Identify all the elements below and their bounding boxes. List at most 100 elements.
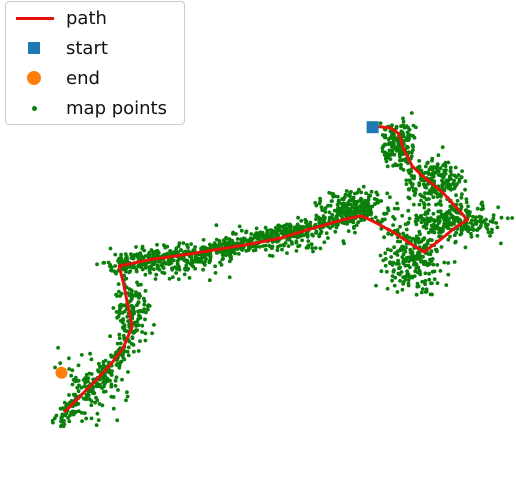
map-point [189,242,194,247]
map-point [195,256,200,261]
map-point [130,336,135,341]
map-point [108,334,112,339]
map-point [381,258,386,263]
map-point [429,249,434,254]
map-point [239,228,244,233]
map-point [401,168,406,172]
map-point [403,249,408,254]
map-point [244,230,248,235]
map-point [120,353,124,358]
map-point [69,399,74,403]
map-point [302,225,306,230]
map-point [286,244,291,249]
map-point [181,241,186,246]
map-point [409,154,414,159]
map-point [403,263,408,268]
map-point [297,243,302,248]
map-point [382,142,387,147]
map-point [351,212,355,217]
map-point [138,339,142,343]
map-point [422,245,426,249]
map-point [67,367,72,371]
map-point [434,247,439,252]
map-point [100,366,105,371]
map-point [146,303,151,307]
map-point [124,276,129,281]
legend-dot-icon [32,106,37,111]
map-point [280,229,285,234]
map-point [427,277,432,282]
map-point [132,349,136,354]
map-point [406,283,411,288]
map-point [437,221,441,225]
map-point [413,237,418,242]
map-point [353,230,357,235]
map-point [496,205,501,210]
map-point [401,282,406,286]
map-point [412,176,416,181]
map-point [486,230,491,235]
map-point [263,233,268,238]
map-point [136,300,141,305]
map-point [401,119,406,124]
map-point [404,227,409,232]
map-point [275,248,280,253]
map-point [372,197,377,201]
map-point [201,267,206,272]
map-point [119,252,123,257]
map-point [403,277,408,282]
map-point [185,243,189,247]
map-point [115,341,120,346]
map-point [383,154,388,159]
map-point [448,169,453,174]
map-point [134,245,138,249]
map-point [114,363,119,367]
map-point [389,248,393,253]
map-point [116,282,121,286]
map-point [298,224,303,229]
map-point [229,249,234,254]
map-point [474,220,479,225]
map-point [440,184,445,189]
map-point [340,209,345,214]
map-point [202,263,207,267]
map-point [491,213,496,218]
map-point [393,275,398,280]
map-point [143,331,148,336]
map-point [401,152,405,157]
map-point [88,351,92,356]
map-point [476,226,481,231]
map-point [308,220,313,225]
map-point [123,259,127,263]
map-point [79,385,84,390]
map-point [437,228,442,233]
map-point [288,222,292,227]
map-point [423,290,428,294]
map-point [62,400,67,405]
map-point [208,253,213,258]
map-point [227,252,231,257]
map-point [118,360,123,364]
map-point [213,271,218,275]
map-point [469,234,474,239]
start-marker [366,121,379,134]
map-point [505,216,510,221]
map-point [395,201,399,206]
map-point [458,218,463,223]
map-point [470,224,475,229]
map-point [356,220,361,225]
map-point [201,238,206,242]
map-point [417,183,422,188]
map-point [143,289,148,293]
map-point [134,267,139,272]
map-point [452,260,457,264]
map-point [425,211,430,216]
map-point [407,259,411,264]
map-point [408,265,412,270]
map-point [423,279,428,283]
map-point [361,202,365,206]
map-point [167,261,172,266]
map-point [201,255,206,260]
map-point [419,290,424,295]
map-point [304,219,309,224]
